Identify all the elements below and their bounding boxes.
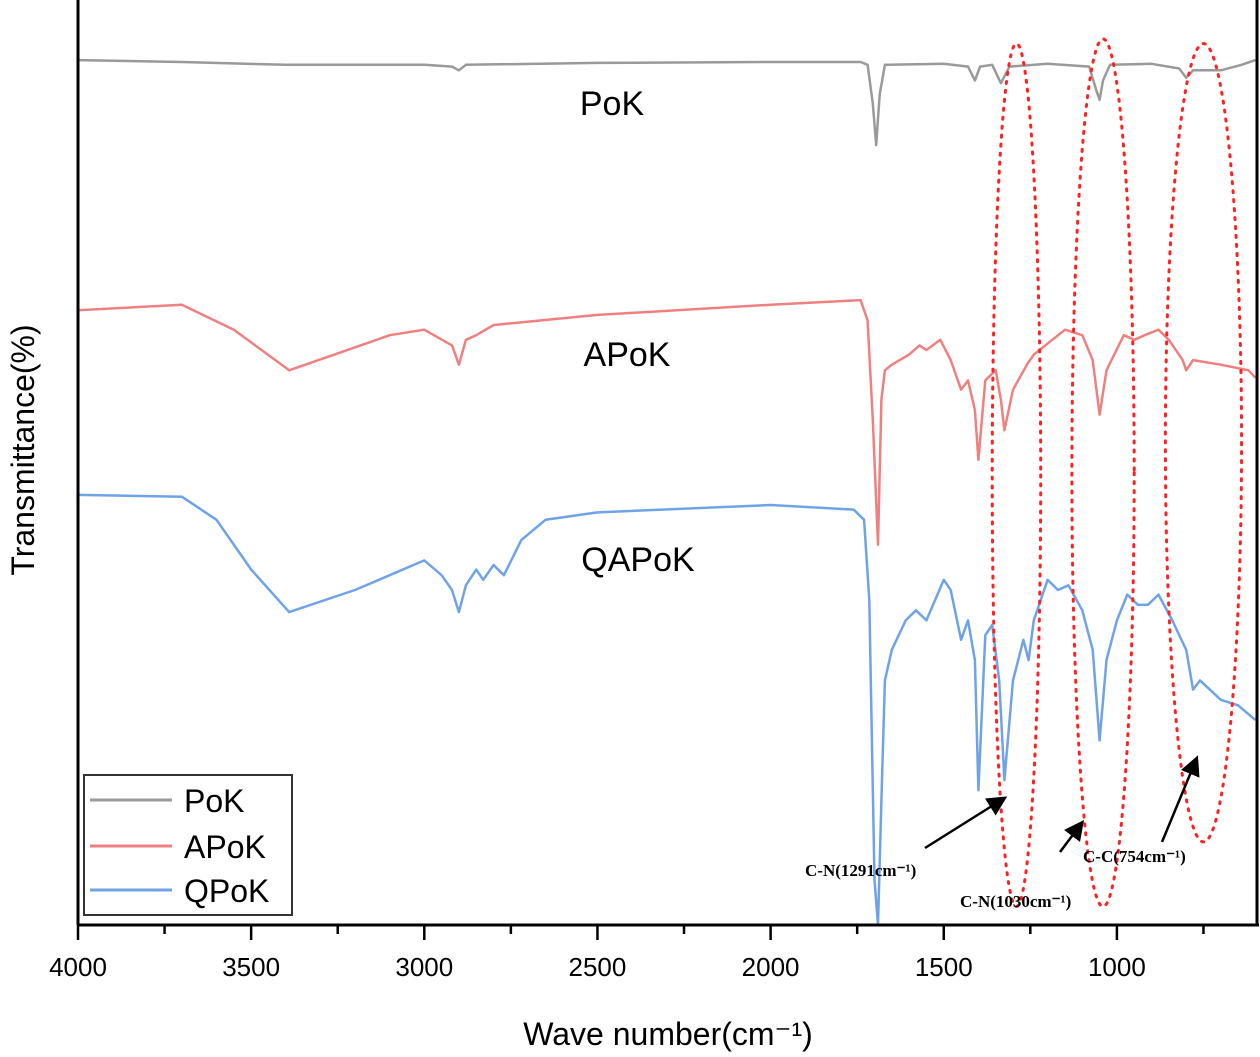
legend: PoK APoK QPoK xyxy=(83,774,293,916)
x-axis-title: Wave number(cm⁻¹) xyxy=(523,1016,813,1052)
series-tag-qapok: QAPoK xyxy=(581,541,695,579)
annotation-label: C-N(1030cm⁻¹) xyxy=(960,892,1071,911)
annotation-label: C-N(1291cm⁻¹) xyxy=(805,861,916,880)
y-axis-title: Transmittance(%) xyxy=(5,324,41,575)
x-ticks: 4000 3500 3000 2500 2000 1500 1000 xyxy=(49,925,1205,982)
series-line-pok xyxy=(77,58,1256,147)
legend-label-pok: PoK xyxy=(184,783,244,819)
series-layer xyxy=(77,58,1257,927)
highlight-ellipse xyxy=(1070,37,1136,909)
x-tick-label: 3000 xyxy=(395,952,453,982)
annotation-arrow xyxy=(1160,755,1200,843)
annotation-layer: C-N(1291cm⁻¹) C-N(1030cm⁻¹) C-C(754cm⁻¹) xyxy=(805,37,1244,911)
x-tick-label: 2500 xyxy=(569,952,627,982)
series-line-qpok xyxy=(77,493,1257,927)
annotation-label: C-C(754cm⁻¹) xyxy=(1083,847,1186,866)
highlight-ellipse xyxy=(1163,42,1244,844)
annotation-arrow xyxy=(1059,820,1084,853)
x-tick-label: 3500 xyxy=(222,952,280,982)
x-tick-label: 1000 xyxy=(1088,952,1146,982)
x-tick-label: 4000 xyxy=(49,952,107,982)
x-tick-label: 1500 xyxy=(915,952,973,982)
x-tick-label: 2000 xyxy=(742,952,800,982)
series-tag-pok: PoK xyxy=(580,85,645,123)
annotation-arrow xyxy=(924,796,1008,850)
axes xyxy=(76,0,1259,927)
highlight-ellipse xyxy=(990,42,1043,909)
series-line-apok xyxy=(77,298,1257,546)
legend-label-qpok: QPoK xyxy=(184,873,269,909)
series-tag-apok: APoK xyxy=(584,336,671,374)
legend-label-apok: APoK xyxy=(184,829,266,865)
